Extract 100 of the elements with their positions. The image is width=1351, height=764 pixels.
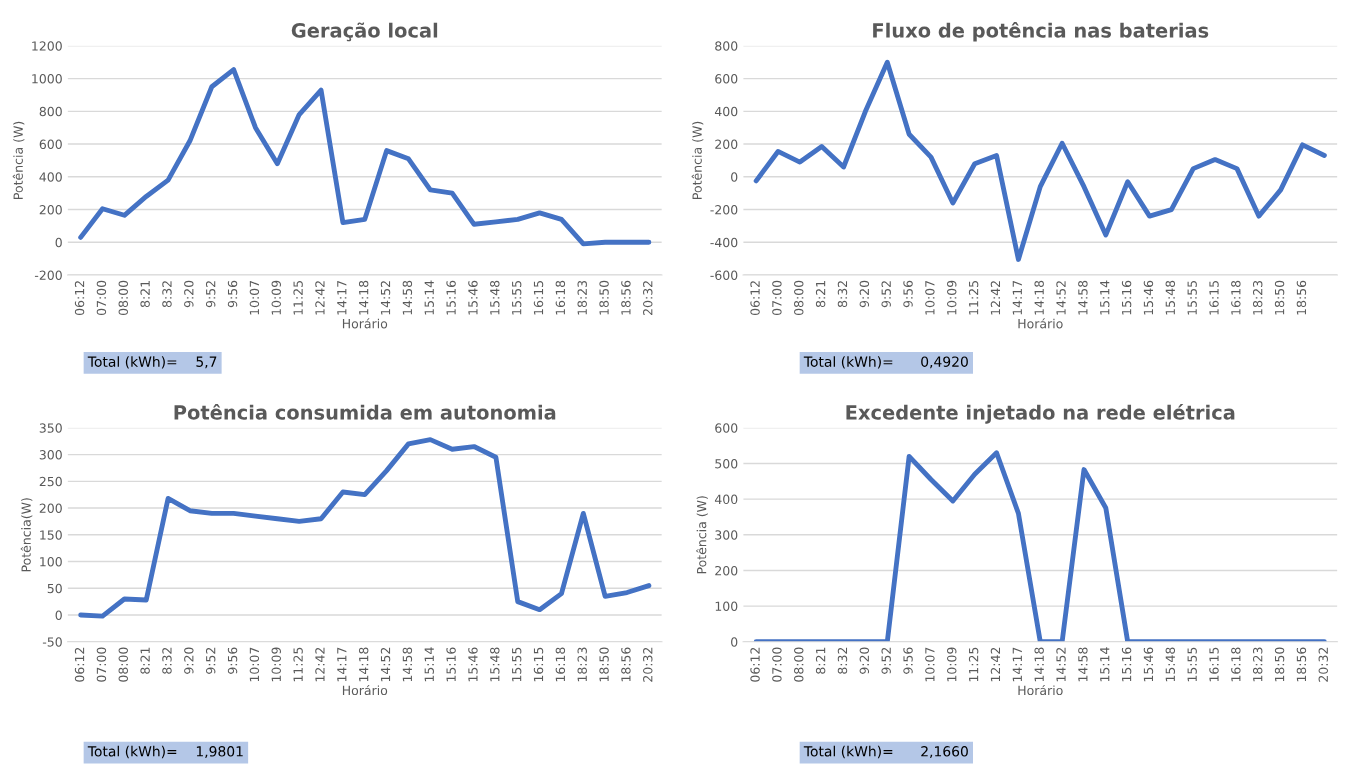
x-tick-label: 07:00 bbox=[772, 647, 782, 682]
x-tick-label: 15:46 bbox=[1143, 647, 1154, 682]
x-tick-label: 9:56 bbox=[227, 280, 238, 308]
x-tick-label: 14:58 bbox=[402, 280, 413, 315]
x-tick-label: 14:18 bbox=[1034, 647, 1044, 682]
x-tick-label: 9:20 bbox=[184, 647, 194, 674]
y-tick-label: 400 bbox=[714, 106, 738, 117]
x-tick-label: 18:23 bbox=[1252, 280, 1263, 315]
x-tick-label: 15:16 bbox=[1121, 280, 1132, 315]
x-tick-label: 15:16 bbox=[446, 647, 456, 682]
x-tick-label: 15:16 bbox=[1121, 647, 1132, 682]
y-axis-title: Potência (W) bbox=[12, 121, 25, 199]
x-tick-label: 8:32 bbox=[162, 281, 172, 308]
x-tick-label: 12:42 bbox=[990, 281, 1001, 315]
y-tick-label: -600 bbox=[710, 270, 738, 280]
x-tick-label: 15:55 bbox=[512, 647, 522, 682]
y-tick-label: 50 bbox=[47, 583, 62, 594]
y-tick-label: 300 bbox=[715, 530, 738, 540]
x-tick-label: 10:07 bbox=[249, 280, 260, 315]
x-tick-label: 15:48 bbox=[1165, 280, 1176, 315]
x-tick-label: 16:18 bbox=[1231, 280, 1241, 315]
x-tick-label: 8:21 bbox=[815, 281, 826, 308]
x-tick-label: 14:18 bbox=[1034, 280, 1044, 315]
y-tick-label: 0 bbox=[55, 237, 62, 248]
y-tick-label: -200 bbox=[34, 270, 62, 280]
x-tick-label: 16:18 bbox=[555, 280, 566, 315]
x-tick-label: 14:52 bbox=[380, 647, 391, 682]
chart-title: Fluxo de potência nas baterias bbox=[873, 21, 1209, 42]
text: Total (kWh)= 0,4920 bbox=[803, 356, 968, 369]
x-tick-label: 15:46 bbox=[1143, 280, 1154, 315]
x-tick-label: 14:52 bbox=[1056, 647, 1066, 682]
y-tick-label: 400 bbox=[39, 172, 62, 182]
x-tick-label: 18:56 bbox=[1296, 647, 1307, 682]
x-tick-label: 12:42 bbox=[315, 281, 325, 315]
x-tick-label: 16:18 bbox=[1231, 647, 1241, 682]
x-tick-label: 14:58 bbox=[402, 647, 413, 682]
x-tick-label: 18:23 bbox=[1252, 647, 1263, 682]
y-tick-label: 400 bbox=[714, 494, 738, 505]
x-tick-label: 15:14 bbox=[1100, 280, 1110, 315]
x-tick-label: 12:42 bbox=[315, 647, 325, 682]
x-tick-label: 18:56 bbox=[621, 280, 631, 315]
x-tick-label: 14:17 bbox=[337, 647, 347, 682]
y-tick-label: 800 bbox=[39, 106, 62, 117]
x-tick-label: 11:25 bbox=[293, 647, 303, 682]
x-tick-label: 08:00 bbox=[794, 280, 804, 316]
text: Total (kWh)= 1,9801 bbox=[87, 745, 243, 759]
x-tick-label: 06:12 bbox=[74, 647, 85, 682]
x-tick-label: 16:15 bbox=[533, 280, 544, 315]
x-tick-label: 9:20 bbox=[859, 280, 870, 308]
x-tick-label: 18:23 bbox=[577, 280, 587, 315]
x-tick-label: 10:07 bbox=[925, 280, 935, 315]
x-tick-label: 07:00 bbox=[96, 280, 107, 316]
x-tick-label: 15:14 bbox=[424, 280, 434, 315]
x-tick-label: 18:50 bbox=[599, 280, 609, 315]
x-tick-label: 9:20 bbox=[859, 647, 870, 674]
x-tick-label: 10:09 bbox=[947, 647, 957, 682]
x-tick-label: 20:32 bbox=[643, 647, 653, 682]
line-series bbox=[78, 67, 652, 247]
x-tick-label: 11:25 bbox=[293, 280, 303, 315]
x-tick-label: 06:12 bbox=[74, 281, 85, 316]
y-axis-title: Potência (W) bbox=[696, 496, 708, 574]
x-tick-label: 18:50 bbox=[1274, 280, 1285, 315]
y-tick-label: -200 bbox=[710, 205, 738, 215]
x-tick-label: 8:32 bbox=[837, 281, 848, 308]
y-tick-label: 0 bbox=[55, 610, 62, 620]
y-tick-label: 600 bbox=[39, 139, 62, 149]
x-tick-label: 15:55 bbox=[1187, 280, 1197, 315]
x-tick-label: 14:52 bbox=[380, 281, 391, 315]
x-tick-label: 18:50 bbox=[599, 647, 609, 682]
x-tick-label: 8:32 bbox=[162, 647, 172, 674]
x-tick-label: 15:14 bbox=[1100, 647, 1110, 682]
y-tick-label: 800 bbox=[715, 41, 738, 51]
text: Total (kWh)= 5,7 bbox=[87, 356, 217, 369]
x-tick-label: 15:48 bbox=[1165, 647, 1176, 682]
x-tick-label: 14:17 bbox=[1012, 647, 1022, 682]
x-axis-title: Horário bbox=[342, 318, 388, 329]
y-tick-label: 0 bbox=[731, 172, 738, 182]
x-tick-label: 15:55 bbox=[512, 280, 522, 315]
x-tick-label: 06:12 bbox=[750, 647, 760, 682]
x-tick-label: 16:15 bbox=[533, 647, 544, 682]
y-tick-label: 1200 bbox=[32, 41, 62, 51]
x-axis-title: Horário bbox=[1018, 318, 1063, 329]
x-tick-label: 9:20 bbox=[184, 280, 194, 308]
x-tick-label: 18:23 bbox=[577, 647, 587, 682]
text: Total (kWh)= 2,1660 bbox=[803, 745, 968, 759]
x-tick-label: 15:48 bbox=[490, 647, 500, 682]
x-tick-label: 18:56 bbox=[621, 647, 631, 682]
x-tick-label: 9:56 bbox=[903, 280, 913, 308]
x-tick-label: 07:00 bbox=[772, 280, 782, 316]
x-tick-label: 14:17 bbox=[1012, 280, 1022, 315]
x-tick-label: 8:32 bbox=[837, 647, 848, 674]
x-tick-label: 8:21 bbox=[140, 647, 150, 674]
y-tick-label: 350 bbox=[39, 423, 62, 433]
x-tick-label: 14:18 bbox=[358, 647, 369, 682]
line-series bbox=[753, 59, 1327, 262]
x-tick-label: 9:52 bbox=[881, 281, 891, 308]
x-tick-label: 8:21 bbox=[140, 281, 150, 308]
y-tick-label: 100 bbox=[40, 557, 62, 567]
y-tick-label: 0 bbox=[731, 637, 738, 647]
x-tick-label: 08:00 bbox=[118, 280, 128, 316]
